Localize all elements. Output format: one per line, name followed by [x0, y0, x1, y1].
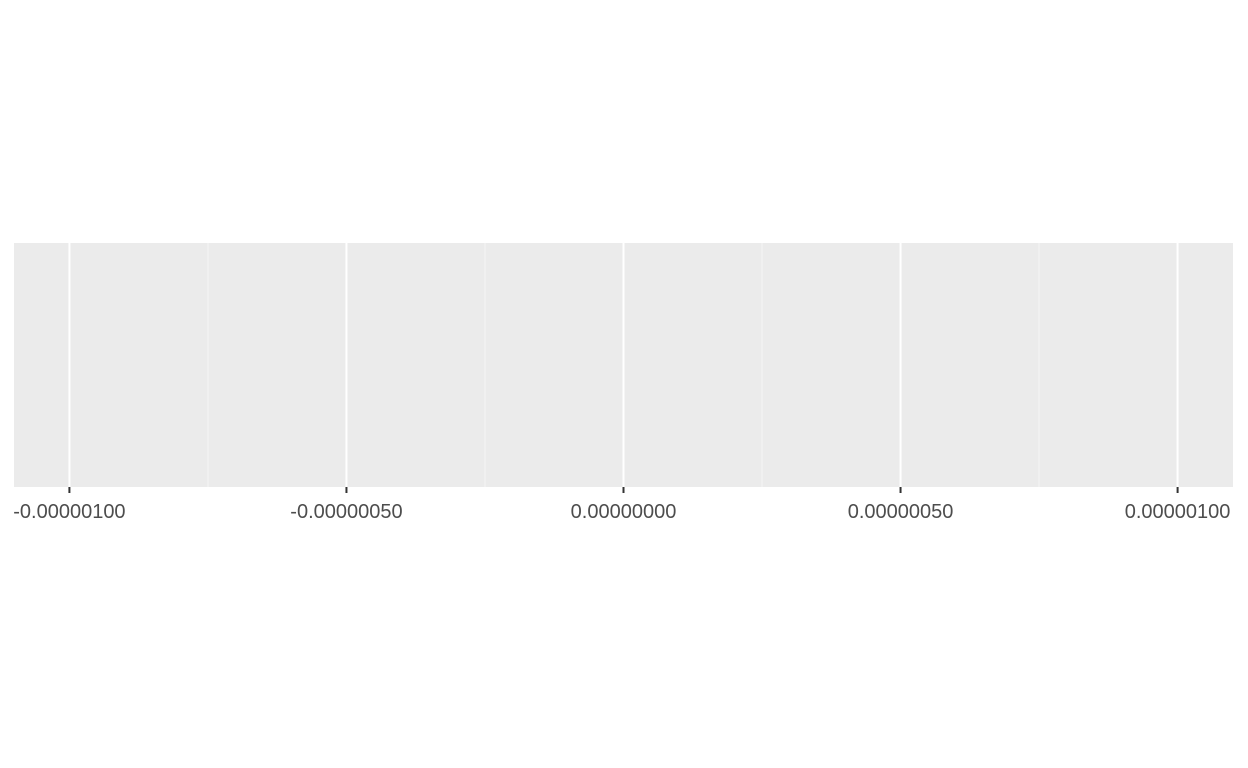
x-axis-ticks — [68, 487, 1179, 493]
x-tick-label: 0.00000050 — [848, 501, 954, 523]
x-axis-tick-labels: -0.00000100 -0.00000050 0.00000000 0.000000… — [13, 501, 1230, 523]
x-tick-label: -0.00000050 — [290, 501, 402, 523]
minor-gridlines — [207, 243, 1040, 487]
x-tick-label: 0.00000000 — [571, 501, 677, 523]
x-tick-label: 0.00000100 — [1125, 501, 1231, 523]
x-tick-label: -0.00000100 — [13, 501, 125, 523]
major-gridlines — [68, 243, 1179, 487]
